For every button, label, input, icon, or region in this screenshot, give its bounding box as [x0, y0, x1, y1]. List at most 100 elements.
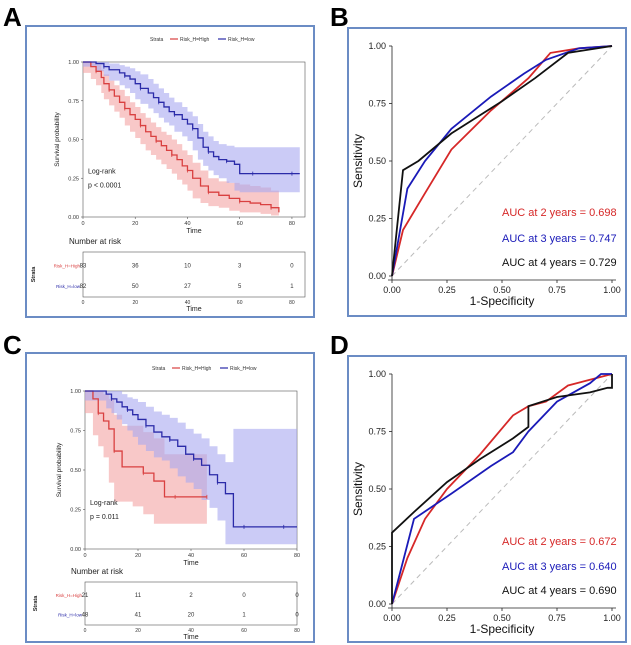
panel-a-risk-value-0-0: 83: [80, 264, 87, 270]
panel-a-xtick-label-2: 40: [184, 221, 190, 227]
panel-d-ytick-label-2: 0.50: [368, 484, 386, 494]
panel-a-ytick-label-0: 0.00: [68, 215, 79, 221]
panel-c-risk-row-label-1: Risk_H=low: [58, 612, 83, 617]
panel-b-reference-diagonal: [391, 45, 613, 277]
panel-d-ytick-label-0: 0.00: [368, 599, 386, 609]
panel-a-legend-item-1: Risk_H=low: [228, 37, 255, 43]
panel-b-ytick-label-1: 0.25: [368, 214, 386, 224]
panel-a-risk-xtick-2: 40: [185, 300, 191, 306]
panel-c-risk-title: Number at risk: [71, 567, 124, 576]
panel-b-ytick-label-0: 0.00: [368, 271, 386, 281]
panel-c-risk-xtick-3: 60: [241, 628, 247, 634]
panel-d-auc-label-2: AUC at 4 years = 0.690: [502, 585, 617, 597]
panel-a-legend-title: Strata: [150, 37, 164, 43]
panel-d-reference-diagonal: [391, 373, 613, 605]
panel-a-risk-value-1-1: 50: [132, 284, 139, 290]
panel-d-xtick-label-1: 0.25: [438, 613, 456, 623]
panel-b-xtick-label-3: 0.75: [548, 285, 566, 295]
panel-a-risk-area: [82, 251, 306, 298]
panel-c-risk-value-1-0: 48: [82, 612, 89, 618]
panel-c-legend-item-1: Risk_H=low: [230, 366, 257, 372]
panel-a-risk-value-1-2: 27: [184, 284, 191, 290]
panel-a-risk-value-0-3: 3: [238, 264, 242, 270]
panel-c-ytick-label-2: 0.50: [70, 468, 81, 474]
panel-label-d: D: [330, 330, 349, 360]
panel-c-risk-value-1-1: 41: [135, 612, 142, 618]
panel-c-risk-value-0-3: 0: [242, 593, 246, 599]
panel-c-risk-value-1-2: 20: [188, 612, 195, 618]
panel-c-risk-value-1-4: 0: [295, 612, 299, 618]
panel-b-auc-label-2: AUC at 4 years = 0.729: [502, 257, 617, 269]
panel-c-xtick-label-3: 60: [241, 553, 247, 559]
panel-d-ylabel: Sensitivity: [351, 462, 365, 516]
panel-a-risk-value-1-4: 1: [290, 284, 294, 290]
panel-c-ytick-label-1: 0.25: [70, 508, 81, 514]
panel-a-risk-value-0-4: 0: [290, 264, 294, 270]
panel-b-xtick-label-4: 1.00: [603, 285, 621, 295]
panel-c-risk-value-1-3: 1: [242, 612, 246, 618]
panel-a-risk-xtick-0: 0: [82, 300, 85, 306]
panel-c-xtick-label-1: 20: [135, 553, 141, 559]
panel-a-ytick-label-3: 0.75: [68, 99, 79, 105]
panel-a-ytick-label-2: 0.50: [68, 138, 79, 144]
panel-a-risk-xtick-3: 60: [237, 300, 243, 306]
panel-a-risk-strata-label: Strata: [31, 266, 37, 283]
panel-a-risk-xlabel: Time: [186, 306, 201, 313]
panel-b-xlabel: 1-Specificity: [470, 294, 535, 308]
panel-b-auc-label-1: AUC at 3 years = 0.747: [502, 233, 617, 245]
panel-a-risk-title: Number at risk: [69, 237, 122, 246]
panel-a-ytick-label-1: 0.25: [68, 176, 79, 182]
panel-a-xlabel: Time: [186, 228, 201, 235]
panel-label-b: B: [330, 2, 349, 32]
panel-c-risk-value-0-0: 21: [82, 593, 89, 599]
panel-label-a: A: [3, 2, 22, 32]
panel-c-risk-xtick-0: 0: [84, 628, 87, 634]
panel-b-ytick-label-4: 1.00: [368, 41, 386, 51]
panel-b-ytick-label-2: 0.50: [368, 156, 386, 166]
panel-d-xtick-label-4: 1.00: [603, 613, 621, 623]
panel-d-ytick-label-1: 0.25: [368, 542, 386, 552]
panel-b-roc-curve-0: [391, 45, 613, 277]
panel-c-risk-strata-label: Strata: [33, 595, 39, 612]
panel-c-risk-value-0-2: 2: [189, 593, 193, 599]
panel-d-ytick-label-3: 0.75: [368, 427, 386, 437]
panel-c-ylabel: Survival probability: [56, 442, 63, 497]
panel-d-xtick-label-0: 0.00: [383, 613, 401, 623]
panel-a-risk-value-1-3: 5: [238, 284, 242, 290]
panel-a-risk-value-0-2: 10: [184, 264, 191, 270]
panel-c-risk-value-0-4: 0: [295, 593, 299, 599]
panel-d-xtick-label-2: 0.50: [493, 613, 511, 623]
panel-b-roc-curve-2: [391, 45, 613, 277]
panel-c-pvalue-label: p = 0.011: [90, 514, 119, 521]
panel-c-xtick-label-2: 40: [188, 553, 194, 559]
panel-b-ylabel: Sensitivity: [351, 134, 365, 188]
panel-c-risk-xlabel: Time: [183, 634, 198, 641]
panel-a-ci-band-0: [83, 62, 279, 216]
panel-a-xtick-label-3: 60: [237, 221, 243, 227]
panel-c-risk-xtick-1: 20: [135, 628, 141, 634]
panel-d-xlabel: 1-Specificity: [470, 622, 535, 636]
panel-b-xtick-label-2: 0.50: [493, 285, 511, 295]
panel-c-logrank-label: Log-rank: [90, 500, 118, 507]
panel-a-logrank-label: Log-rank: [88, 169, 116, 176]
panel-c-ytick-label-3: 0.75: [70, 429, 81, 435]
panel-c-legend-title: Strata: [152, 366, 166, 372]
panel-c-survival-line-0: [85, 390, 207, 498]
panel-a-ci-band-1: [83, 62, 300, 193]
panel-c-risk-row-label-0: Risk_H=High: [56, 593, 83, 598]
panel-c-legend-item-0: Risk_H=High: [182, 366, 212, 372]
panel-c-ci-band-1: [85, 391, 297, 545]
panel-c-ytick-label-4: 1.00: [70, 389, 81, 395]
panel-d-xtick-label-3: 0.75: [548, 613, 566, 623]
panel-a-risk-value-1-0: 82: [80, 284, 87, 290]
panel-c-ytick-label-0: 0.00: [70, 547, 81, 553]
panel-c-ci-band-0: [85, 391, 207, 524]
panel-c-risk-area: [84, 581, 298, 626]
panel-c-risk-xtick-4: 80: [294, 628, 300, 634]
panel-d-auc-label-1: AUC at 3 years = 0.640: [502, 561, 617, 573]
panel-a-ytick-label-4: 1.00: [68, 60, 79, 66]
panel-a-xtick-label-4: 80: [289, 221, 295, 227]
panel-a-ylabel: Survival probability: [54, 111, 61, 166]
panel-label-c: C: [3, 330, 22, 360]
panel-d-roc-curve-0: [391, 373, 613, 605]
